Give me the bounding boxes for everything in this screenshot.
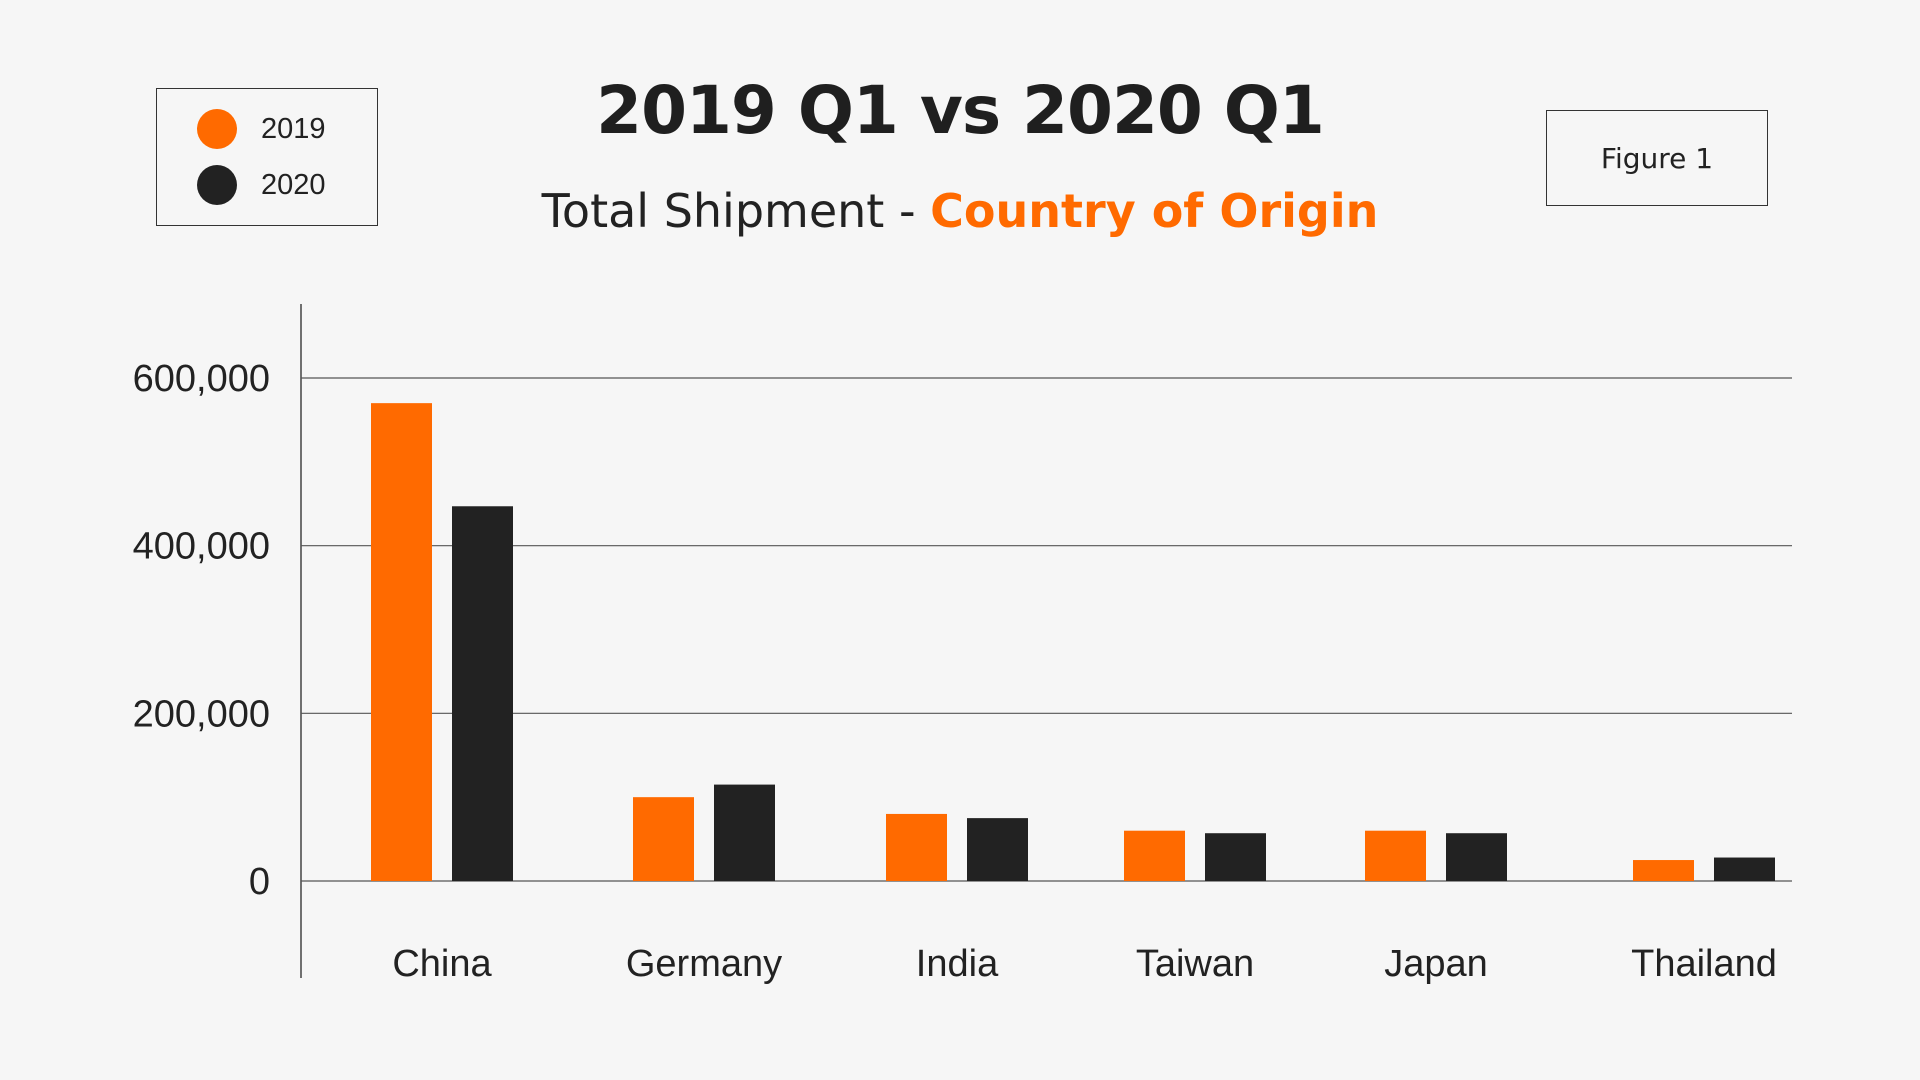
legend-label-2019: 2019 [261,112,326,145]
y-tick-label: 600,000 [133,358,270,400]
y-tick-label: 400,000 [133,526,270,568]
legend-label-2020: 2020 [261,168,326,201]
chart-subtitle: Total Shipment - Country of Origin [0,184,1920,238]
bars [371,403,1775,881]
y-tick-label: 0 [249,861,270,903]
x-label-germany: Germany [626,943,782,985]
legend-item-2020: 2020 [197,165,326,205]
y-tick-label: 200,000 [133,693,270,735]
bar-india-2019 [886,813,947,881]
bar-china-2020 [452,506,513,881]
legend-swatch-2019 [197,109,237,149]
bar-germany-2019 [633,797,694,881]
bar-germany-2020 [714,784,775,881]
x-label-taiwan: Taiwan [1136,943,1254,985]
x-label-japan: Japan [1384,943,1488,985]
chart-title: 2019 Q1 vs 2020 Q1 [596,72,1325,149]
x-category-labels: China Germany India Taiwan Japan Thailand [392,943,1777,985]
subtitle-accent: Country of Origin [930,184,1379,238]
y-tick-labels: 0 200,000 400,000 600,000 [133,358,270,903]
legend-item-2019: 2019 [197,109,326,149]
x-label-thailand: Thailand [1631,943,1777,985]
bar-thailand-2019 [1633,860,1694,881]
legend: 2019 2020 [156,88,378,226]
gridlines [301,377,1792,882]
bar-thailand-2020 [1714,857,1775,881]
bar-japan-2019 [1365,830,1426,881]
bar-china-2019 [371,403,432,881]
x-label-china: China [392,943,492,985]
figure-label: Figure 1 [1546,110,1768,206]
bar-taiwan-2020 [1205,833,1266,881]
x-label-india: India [916,943,999,985]
bar-india-2020 [967,818,1028,881]
subtitle-prefix: Total Shipment - [541,184,931,238]
bar-japan-2020 [1446,833,1507,881]
legend-swatch-2020 [197,165,237,205]
bar-taiwan-2019 [1124,830,1185,881]
